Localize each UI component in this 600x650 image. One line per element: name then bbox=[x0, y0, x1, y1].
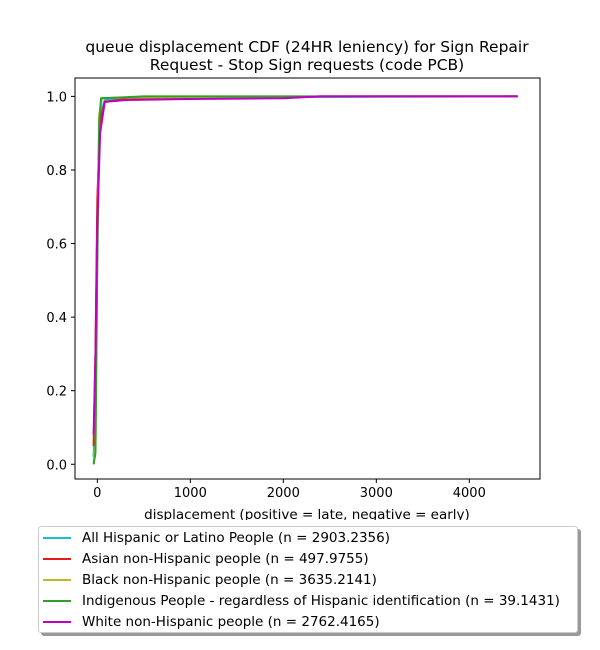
legend-item: Indigenous People - regardless of Hispan… bbox=[39, 590, 560, 611]
legend-swatch bbox=[43, 620, 71, 623]
legend-label: All Hispanic or Latino People (n = 2903.… bbox=[82, 529, 391, 546]
legend-label: White non-Hispanic people (n = 2762.4165… bbox=[82, 613, 380, 630]
series-line-2 bbox=[92, 95, 518, 465]
legend-item: Asian non-Hispanic people (n = 497.9755) bbox=[39, 548, 369, 569]
x-tick-label: 1000 bbox=[174, 486, 207, 501]
y-tick-label: 0.4 bbox=[46, 311, 67, 326]
legend-swatch bbox=[43, 578, 71, 581]
chart-title-line-2: Request - Stop Sign requests (code PCB) bbox=[150, 56, 464, 74]
legend-item: Black non-Hispanic people (n = 3635.2141… bbox=[39, 569, 377, 590]
legend-label: Indigenous People - regardless of Hispan… bbox=[82, 592, 560, 609]
series-line-3 bbox=[92, 95, 518, 465]
y-tick-label: 0.0 bbox=[46, 458, 67, 473]
legend-item: All Hispanic or Latino People (n = 2903.… bbox=[39, 527, 390, 548]
series-line-1 bbox=[92, 95, 518, 446]
y-axis-ticks: 0.0 0.2 0.4 0.6 0.8 1.0 bbox=[46, 90, 75, 473]
y-tick-label: 1.0 bbox=[46, 90, 67, 105]
legend-swatch bbox=[43, 536, 71, 539]
legend: All Hispanic or Latino People (n = 2903.… bbox=[38, 526, 578, 633]
legend-swatch bbox=[43, 557, 71, 560]
legend-swatch bbox=[43, 599, 71, 602]
y-tick-label: 0.8 bbox=[46, 164, 67, 179]
series-line-4 bbox=[92, 95, 518, 435]
legend-label: Asian non-Hispanic people (n = 497.9755) bbox=[82, 550, 369, 567]
plot-lines bbox=[92, 95, 518, 465]
chart: queue displacement CDF (24HR leniency) f… bbox=[46, 38, 541, 520]
y-tick-label: 0.2 bbox=[46, 385, 67, 400]
x-tick-label: 4000 bbox=[453, 486, 486, 501]
series-line-0 bbox=[92, 95, 518, 457]
y-tick-label: 0.6 bbox=[46, 238, 67, 253]
x-tick-label: 2000 bbox=[267, 486, 300, 501]
chart-title-line-1: queue displacement CDF (24HR leniency) f… bbox=[85, 38, 529, 56]
x-tick-label: 3000 bbox=[360, 486, 393, 501]
x-axis-label: displacement (positive = late, negative … bbox=[144, 507, 470, 520]
legend-item: White non-Hispanic people (n = 2762.4165… bbox=[39, 611, 380, 632]
plot-frame bbox=[74, 77, 541, 480]
legend-label: Black non-Hispanic people (n = 3635.2141… bbox=[82, 571, 377, 588]
x-axis-ticks: 0 1000 2000 3000 4000 bbox=[93, 479, 486, 501]
x-tick-label: 0 bbox=[93, 486, 101, 501]
